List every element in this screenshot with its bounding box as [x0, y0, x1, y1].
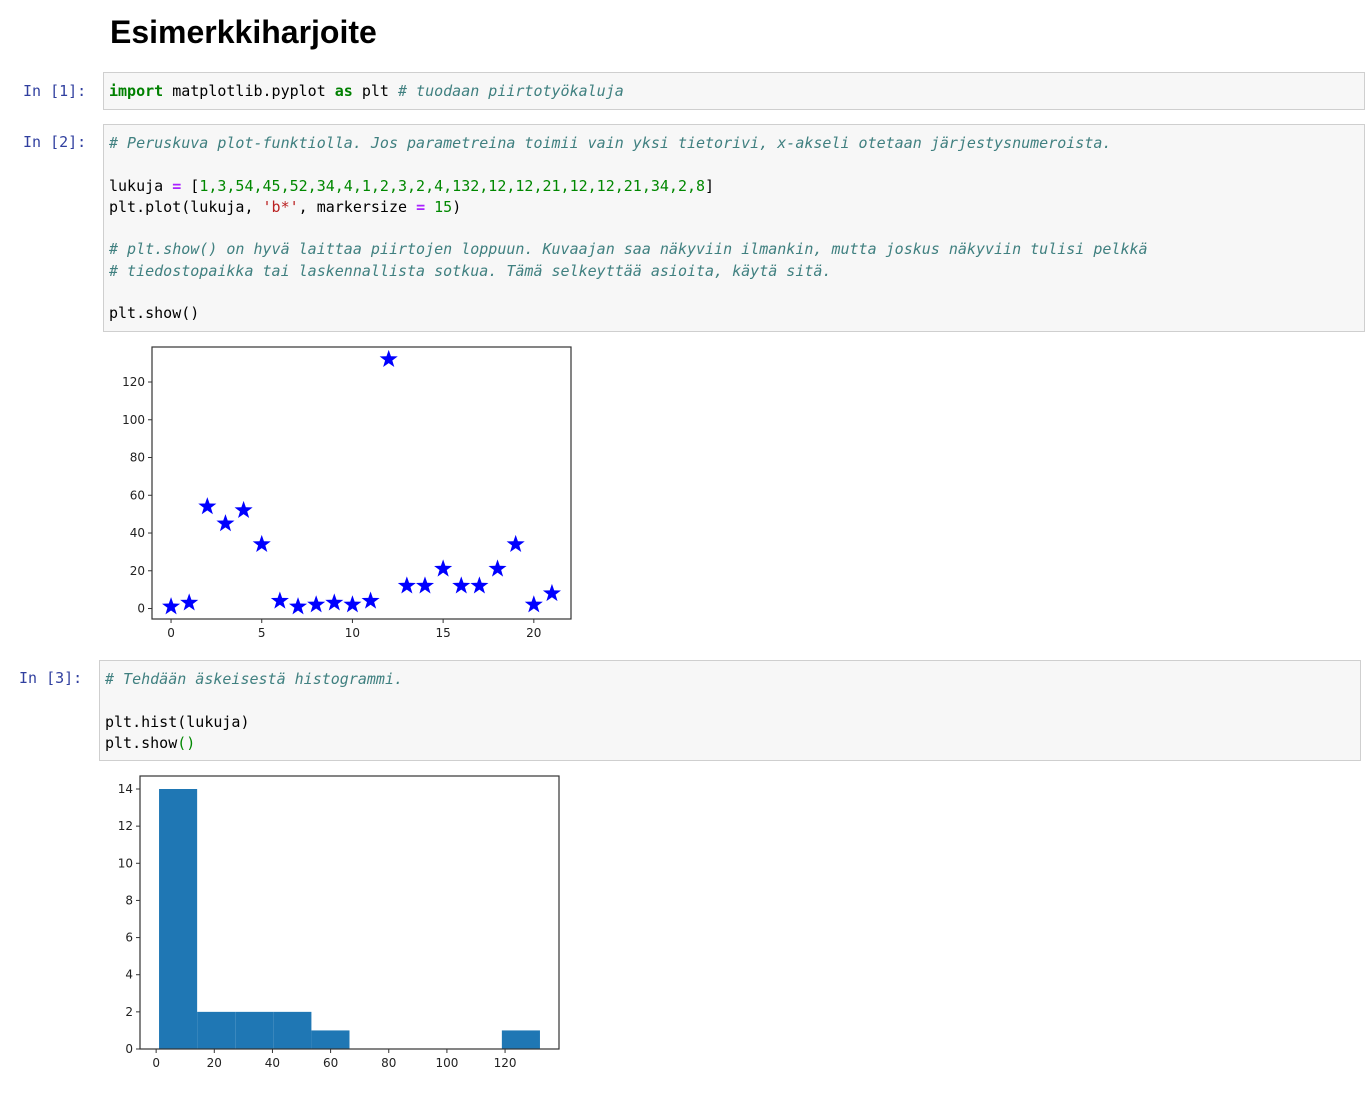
scatter-plot-output: 0 5 10 15 20 0 20 40 60 80 100 120: [122, 346, 572, 640]
histogram-bar: [159, 789, 198, 1049]
y-tick-label: 80: [130, 451, 145, 465]
data-point-star: [470, 576, 489, 594]
cell-1-code: import matplotlib.pyplot as plt # tuodaa…: [109, 82, 624, 100]
code-cell-2[interactable]: # Peruskuva plot-funktiolla. Jos paramet…: [103, 124, 1365, 332]
data-point-star: [415, 576, 435, 594]
code-cell-3[interactable]: # Tehdään äskeisestä histogrammi. plt.hi…: [99, 660, 1361, 761]
x-tick-label: 20: [207, 1056, 222, 1070]
data-point-star: [216, 514, 235, 532]
y-tick-label: 60: [130, 488, 145, 502]
y-tick-label: 4: [125, 968, 133, 982]
data-point-star: [488, 559, 507, 577]
y-tick-label: 8: [125, 893, 133, 907]
data-point-star: [434, 559, 453, 577]
cell-2-code: # Peruskuva plot-funktiolla. Jos paramet…: [109, 134, 1148, 323]
histogram-bar: [501, 1030, 540, 1049]
code-cell-1[interactable]: import matplotlib.pyplot as plt # tuodaa…: [103, 72, 1365, 110]
histogram-bar: [311, 1030, 350, 1049]
plot-frame: [151, 346, 572, 620]
histogram-bar: [235, 1011, 274, 1049]
data-point-star: [506, 534, 525, 553]
x-tick-label: 40: [265, 1056, 280, 1070]
data-point-star: [542, 583, 561, 602]
data-point-star: [452, 576, 471, 594]
x-tick-label: 0: [167, 626, 175, 640]
x-tick-label: 0: [152, 1056, 160, 1070]
cell-1-prompt: In [1]:: [23, 82, 87, 100]
y-tick-label: 12: [118, 819, 133, 833]
plot-area: [152, 347, 571, 619]
data-point-star: [162, 597, 181, 615]
histogram-bar: [273, 1011, 312, 1049]
notebook-title: Esimerkkiharjoite: [110, 14, 377, 50]
data-point-star: [343, 595, 362, 613]
y-tick-label: 2: [125, 1005, 133, 1019]
data-point-star: [180, 593, 199, 611]
plot-area: [140, 776, 559, 1049]
y-tick-label: 40: [130, 526, 145, 540]
data-point-star: [288, 597, 308, 615]
cell-3-prompt: In [3]:: [19, 669, 83, 687]
histogram-output: 0 20 40 60 80 100 120 0 2 4 6 8 10 12 14: [118, 775, 560, 1070]
data-point-star: [361, 591, 380, 609]
data-point-star: [397, 576, 416, 594]
x-tick-label: 80: [381, 1056, 396, 1070]
x-tick-label: 60: [323, 1056, 338, 1070]
y-tick-label: 120: [122, 375, 145, 389]
y-tick-label: 10: [118, 856, 133, 870]
y-tick-label: 0: [125, 1042, 133, 1056]
y-tick-label: 20: [130, 564, 145, 578]
data-point-star: [379, 349, 398, 368]
x-tick-label: 100: [435, 1056, 458, 1070]
cell-3-code: # Tehdään äskeisestä histogrammi. plt.hi…: [105, 670, 404, 752]
data-point-star: [198, 497, 217, 515]
data-point-star: [325, 593, 344, 611]
plot-frame: [139, 775, 560, 1050]
histogram-bar: [197, 1011, 236, 1049]
cell-2-prompt: In [2]:: [23, 133, 87, 151]
x-tick-label: 15: [435, 626, 450, 640]
y-tick-label: 6: [125, 931, 133, 945]
data-point-star: [234, 500, 253, 519]
y-tick-label: 14: [118, 782, 133, 796]
x-tick-label: 20: [526, 626, 541, 640]
y-tick-label: 100: [122, 413, 145, 427]
data-point-star: [524, 595, 543, 613]
data-point-star: [307, 595, 326, 613]
data-point-star: [252, 534, 271, 553]
y-tick-label: 0: [137, 602, 145, 616]
x-tick-label: 5: [258, 626, 266, 640]
data-point-star: [270, 591, 289, 609]
x-tick-label: 10: [345, 626, 360, 640]
x-tick-label: 120: [494, 1056, 517, 1070]
